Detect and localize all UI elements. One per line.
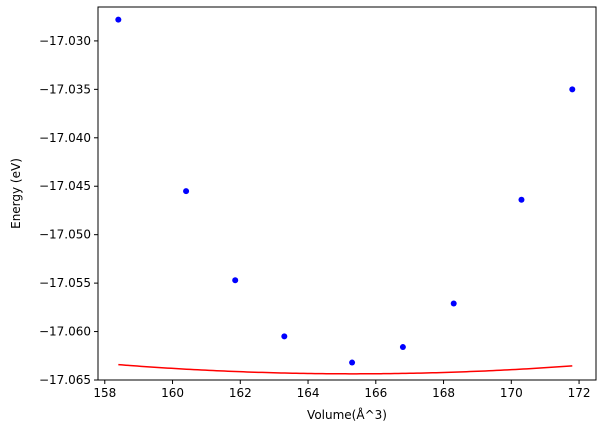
x-axis: 158 160 162 164 166 168 170 172: [93, 380, 591, 400]
y-tick-label: −17.065: [39, 373, 91, 387]
data-point: [183, 188, 190, 195]
data-point: [349, 359, 356, 366]
y-tick-label: −17.040: [39, 131, 91, 145]
y-tick-label: −17.045: [39, 179, 91, 193]
y-axis: −17.065 −17.060 −17.055 −17.050 −17.045 −17.0…: [39, 34, 98, 387]
y-tick-label: −17.050: [39, 228, 91, 242]
axes-frame: [97, 6, 597, 381]
y-tick-label: −17.055: [39, 276, 91, 290]
x-tick-label: 170: [500, 386, 523, 400]
x-tick-label: 158: [93, 386, 116, 400]
x-tick-label: 172: [568, 386, 591, 400]
data-point: [569, 86, 576, 93]
x-tick-label: 164: [297, 386, 320, 400]
plot-area: [115, 16, 576, 375]
y-axis-title: Energy (eV): [9, 158, 23, 229]
y-tick-label: −17.060: [39, 325, 91, 339]
data-point: [232, 277, 239, 284]
data-point: [399, 344, 406, 351]
x-tick-label: 168: [432, 386, 455, 400]
data-point: [450, 300, 457, 307]
x-tick-label: 166: [364, 386, 387, 400]
data-point: [518, 196, 525, 203]
fit-curve: [118, 363, 573, 375]
x-tick-label: 160: [161, 386, 184, 400]
data-point: [115, 16, 122, 23]
x-tick-label: 162: [229, 386, 252, 400]
data-point: [281, 333, 288, 340]
y-tick-label: −17.030: [39, 34, 91, 48]
y-tick-label: −17.035: [39, 82, 91, 96]
x-axis-title: Volume(Å^3): [307, 407, 387, 422]
